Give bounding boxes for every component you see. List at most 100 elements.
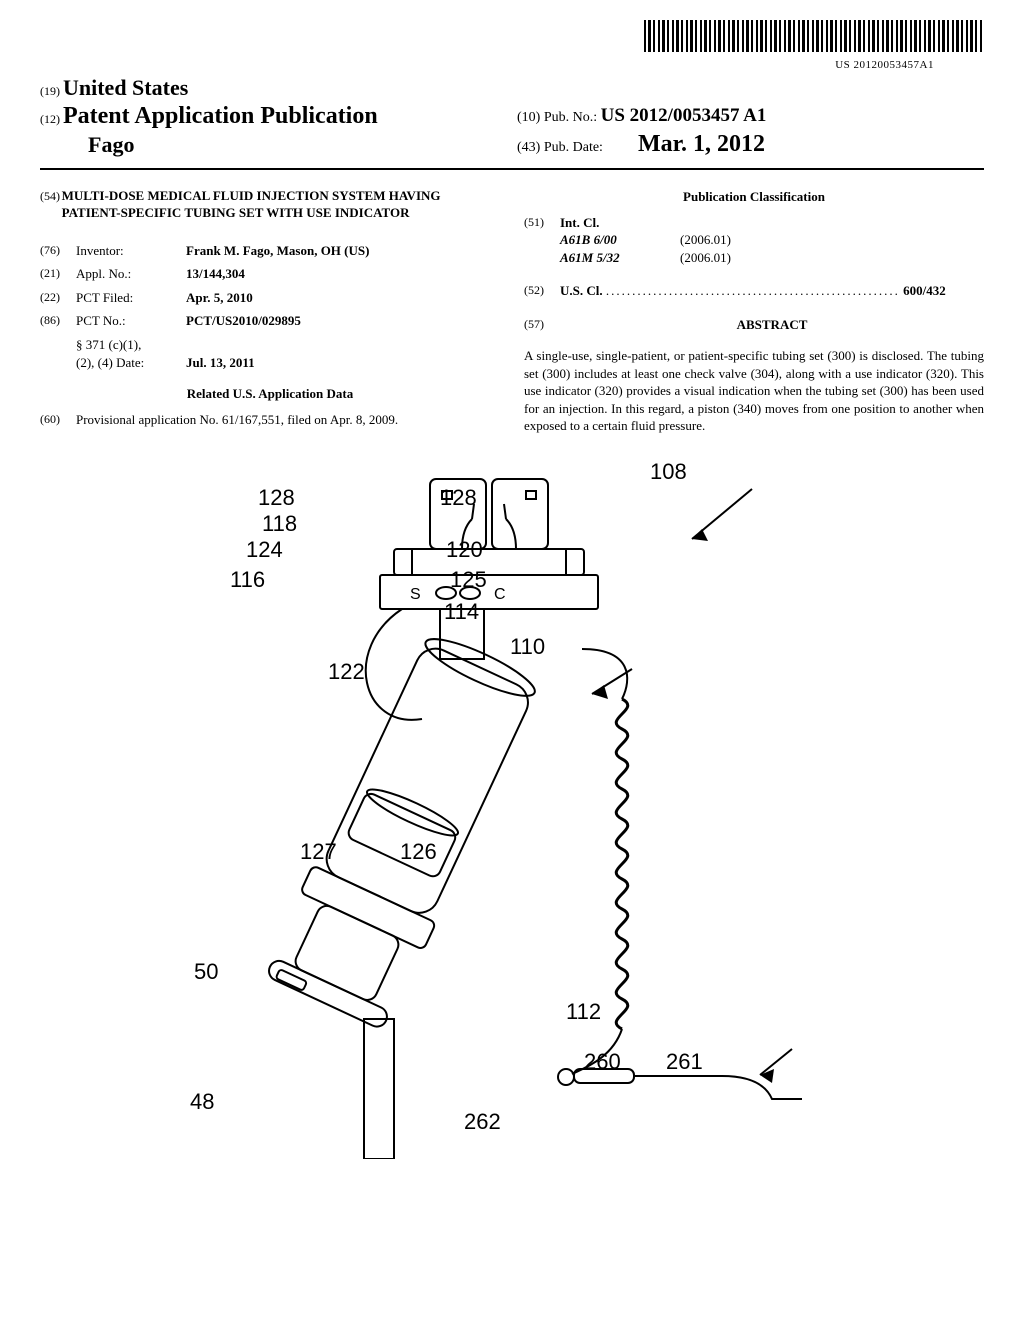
label-48: 48 <box>190 1089 214 1115</box>
intcl-field: (51) Int. Cl. A61B 6/00 (2006.01) A61M 5… <box>524 214 984 267</box>
pctno-num: PCT/US2010/029895 <box>186 313 301 328</box>
figure: S C <box>40 459 984 1179</box>
pctfiled-field: (22) PCT Filed: Apr. 5, 2010 <box>40 289 500 307</box>
inventor-value: Frank M. Fago, Mason, OH (US) <box>186 242 500 260</box>
intcl-body: Int. Cl. A61B 6/00 (2006.01) A61M 5/32 (… <box>560 214 984 267</box>
invention-title: MULTI-DOSE MEDICAL FLUID INJECTION SYSTE… <box>62 188 500 222</box>
author-line: Fago <box>88 132 507 158</box>
applno-label: Appl. No.: <box>76 265 186 283</box>
applno-value: 13/144,304 <box>186 265 500 283</box>
country-code: (19) <box>40 84 60 98</box>
applno-field: (21) Appl. No.: 13/144,304 <box>40 265 500 283</box>
intcl-class-0: A61B 6/00 <box>560 231 680 249</box>
label-128b: 128 <box>440 485 477 511</box>
label-124: 124 <box>246 537 283 563</box>
provisional-field: (60) Provisional application No. 61/167,… <box>40 411 500 429</box>
intcl-code: (51) <box>524 214 560 267</box>
pc-heading: Publication Classification <box>524 188 984 206</box>
label-126: 126 <box>400 839 437 865</box>
label-108: 108 <box>650 459 687 485</box>
s371-date: Jul. 13, 2011 <box>186 355 255 370</box>
uscl-label: U.S. Cl. <box>560 283 603 298</box>
pubno-label: Pub. No.: <box>544 110 597 125</box>
s371-value: Jul. 13, 2011 <box>186 354 500 372</box>
intcl-class-1: A61M 5/32 <box>560 249 680 267</box>
barcode-region <box>40 20 984 57</box>
applno-num: 13/144,304 <box>186 266 245 281</box>
uscl-dots: ........................................… <box>606 283 900 298</box>
inventor-field: (76) Inventor: Frank M. Fago, Mason, OH … <box>40 242 500 260</box>
pubdate: Mar. 1, 2012 <box>638 131 765 157</box>
uscl-value: 600/432 <box>903 283 946 298</box>
pubno: US 2012/0053457 A1 <box>601 105 767 126</box>
related-heading: Related U.S. Application Data <box>40 385 500 403</box>
abstract-field: (57) ABSTRACT <box>524 316 984 342</box>
label-50: 50 <box>194 959 218 985</box>
label-118: 118 <box>262 511 297 537</box>
abstract-code: (57) <box>524 316 560 342</box>
pubdate-label: Pub. Date: <box>544 140 603 155</box>
s371-field: § 371 (c)(1), (2), (4) Date: Jul. 13, 20… <box>40 336 500 371</box>
intcl-year-1: (2006.01) <box>680 249 731 267</box>
pctno-code: (86) <box>40 312 76 330</box>
label-110: 110 <box>510 634 545 660</box>
pctfiled-value: Apr. 5, 2010 <box>186 289 500 307</box>
inventor-code: (76) <box>40 242 76 260</box>
abstract-text: A single-use, single-patient, or patient… <box>524 347 984 435</box>
figure-drawing: S C <box>162 459 862 1159</box>
abstract-body-wrap: ABSTRACT <box>560 316 984 342</box>
label-122: 122 <box>328 659 365 685</box>
country: United States <box>63 75 188 100</box>
label-128a: 128 <box>258 485 295 511</box>
doc-kind-code: (12) <box>40 112 60 126</box>
intcl-year-0: (2006.01) <box>680 231 731 249</box>
uscl-code: (52) <box>524 282 560 300</box>
s371-label: § 371 (c)(1), (2), (4) Date: <box>76 336 186 371</box>
title-code: (54) <box>40 188 62 236</box>
separator-rule <box>40 168 984 170</box>
inventor-name: Frank M. Fago, Mason, OH (US) <box>186 243 369 258</box>
abstract-heading: ABSTRACT <box>560 316 984 334</box>
barcode-graphic <box>644 20 984 52</box>
pctfiled-code: (22) <box>40 289 76 307</box>
uscl-field: (52) U.S. Cl. ..........................… <box>524 282 984 300</box>
label-261: 261 <box>666 1049 703 1075</box>
intcl-row-0: A61B 6/00 (2006.01) <box>560 231 984 249</box>
label-114: 114 <box>444 599 479 625</box>
barcode-text: US 20120053457A1 <box>40 59 984 71</box>
s371-l1: § 371 (c)(1), <box>76 337 141 352</box>
intcl-label: Int. Cl. <box>560 214 984 232</box>
s371-l2: (2), (4) Date: <box>76 355 144 370</box>
label-116: 116 <box>230 567 265 593</box>
pctfiled-date: Apr. 5, 2010 <box>186 290 253 305</box>
provisional-text: Provisional application No. 61/167,551, … <box>76 411 500 429</box>
header: (19) United States (12) Patent Applicati… <box>40 75 984 158</box>
pubdate-code: (43) <box>517 140 540 155</box>
doc-kind-line: (12) Patent Application Publication <box>40 103 507 130</box>
s371-spacer <box>40 336 76 371</box>
svg-text:C: C <box>494 586 506 603</box>
pctno-field: (86) PCT No.: PCT/US2010/029895 <box>40 312 500 330</box>
intcl-row-1: A61M 5/32 (2006.01) <box>560 249 984 267</box>
pubno-line: (10) Pub. No.: US 2012/0053457 A1 <box>517 105 984 127</box>
provisional-code: (60) <box>40 411 76 429</box>
pctno-label: PCT No.: <box>76 312 186 330</box>
label-125: 125 <box>450 567 487 593</box>
svg-text:S: S <box>410 586 421 603</box>
right-column: Publication Classification (51) Int. Cl.… <box>524 188 984 435</box>
label-112: 112 <box>566 999 601 1025</box>
pubdate-line: (43) Pub. Date: Mar. 1, 2012 <box>517 131 984 158</box>
uscl-body: U.S. Cl. ...............................… <box>560 282 984 300</box>
label-127: 127 <box>300 839 337 865</box>
biblio-columns: (54) MULTI-DOSE MEDICAL FLUID INJECTION … <box>40 188 984 435</box>
author: Fago <box>88 132 134 157</box>
pctno-value: PCT/US2010/029895 <box>186 312 500 330</box>
country-line: (19) United States <box>40 75 507 101</box>
inventor-label: Inventor: <box>76 242 186 260</box>
label-120: 120 <box>446 537 483 563</box>
pubno-code: (10) <box>517 110 540 125</box>
title-field: (54) MULTI-DOSE MEDICAL FLUID INJECTION … <box>40 188 500 236</box>
left-column: (54) MULTI-DOSE MEDICAL FLUID INJECTION … <box>40 188 500 435</box>
doc-kind: Patent Application Publication <box>63 103 378 129</box>
label-260: 260 <box>584 1049 621 1075</box>
